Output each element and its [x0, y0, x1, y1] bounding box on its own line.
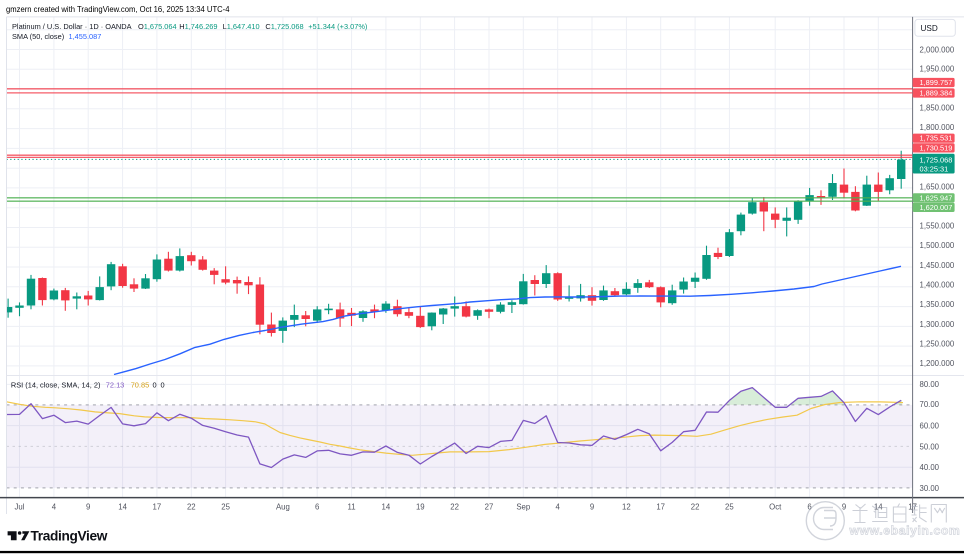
svg-text:4: 4 — [52, 503, 57, 512]
svg-text:9: 9 — [842, 503, 846, 512]
svg-text:22: 22 — [187, 503, 196, 512]
svg-text:1,550.000: 1,550.000 — [920, 222, 955, 231]
svg-text:12: 12 — [622, 503, 631, 512]
svg-text:Platinum / U.S. Dollar · 1D ·: Platinum / U.S. Dollar · 1D · OANDA O1,67… — [12, 22, 367, 31]
svg-text:4: 4 — [556, 503, 561, 512]
svg-text:1,899.757: 1,899.757 — [920, 78, 953, 87]
svg-text:30.00: 30.00 — [920, 484, 940, 493]
svg-text:14: 14 — [118, 503, 127, 512]
svg-text:6: 6 — [315, 503, 319, 512]
svg-text:1,400.000: 1,400.000 — [920, 281, 955, 290]
svg-text:1,735.531: 1,735.531 — [920, 134, 953, 143]
svg-text:USD: USD — [921, 24, 938, 33]
svg-text:1,350.000: 1,350.000 — [920, 300, 955, 309]
svg-text:1,620.007: 1,620.007 — [920, 203, 953, 212]
svg-text:Aug: Aug — [276, 503, 290, 512]
svg-text:14: 14 — [382, 503, 391, 512]
svg-text:gmzern created with TradingVie: gmzern created with TradingView.com, Oct… — [6, 4, 230, 14]
svg-text:www.ebaiyin.com: www.ebaiyin.com — [849, 523, 961, 537]
svg-text:RSI (14, close, SMA, 14, 2)72.: RSI (14, close, SMA, 14, 2) 72.13 70.85 0 0 — [11, 380, 165, 389]
svg-text:9: 9 — [590, 503, 594, 512]
svg-text:03:25:31: 03:25:31 — [920, 165, 949, 174]
svg-text:9: 9 — [86, 503, 90, 512]
svg-text:1,725.068: 1,725.068 — [920, 155, 953, 164]
svg-text:22: 22 — [691, 503, 700, 512]
svg-text:40.00: 40.00 — [920, 463, 940, 472]
svg-text:Oct: Oct — [769, 503, 782, 512]
svg-text:19: 19 — [416, 503, 425, 512]
svg-text:Jul: Jul — [15, 503, 25, 512]
svg-text:1,450.000: 1,450.000 — [920, 261, 955, 270]
svg-text:SMA (50, close)1,455.087: SMA (50, close) 1,455.087 — [12, 32, 101, 41]
svg-text:25: 25 — [221, 503, 230, 512]
svg-text:17: 17 — [153, 503, 162, 512]
svg-text:TradingView: TradingView — [31, 528, 108, 543]
svg-text:70.00: 70.00 — [920, 400, 940, 409]
svg-text:Sep: Sep — [516, 503, 531, 512]
svg-text:80.00: 80.00 — [920, 380, 940, 389]
svg-text:17: 17 — [656, 503, 665, 512]
svg-text:25: 25 — [725, 503, 734, 512]
svg-text:1,500.000: 1,500.000 — [920, 241, 955, 250]
svg-text:1,850.000: 1,850.000 — [920, 104, 955, 113]
svg-text:1,889.384: 1,889.384 — [920, 88, 953, 97]
svg-text:27: 27 — [485, 503, 494, 512]
svg-text:22: 22 — [450, 503, 459, 512]
svg-text:60.00: 60.00 — [920, 421, 940, 430]
svg-text:1,200.000: 1,200.000 — [920, 359, 955, 368]
svg-text:2,000.000: 2,000.000 — [920, 46, 955, 55]
svg-text:1,300.000: 1,300.000 — [920, 320, 955, 329]
svg-text:6: 6 — [807, 503, 811, 512]
svg-text:1,950.000: 1,950.000 — [920, 65, 955, 74]
svg-text:1,650.000: 1,650.000 — [920, 183, 955, 192]
svg-text:11: 11 — [348, 503, 356, 512]
svg-text:1,250.000: 1,250.000 — [920, 340, 955, 349]
svg-text:1,730.519: 1,730.519 — [920, 143, 953, 152]
svg-text:50.00: 50.00 — [920, 443, 940, 452]
svg-text:1,800.000: 1,800.000 — [920, 123, 955, 132]
svg-text:1,625.947: 1,625.947 — [920, 193, 953, 202]
